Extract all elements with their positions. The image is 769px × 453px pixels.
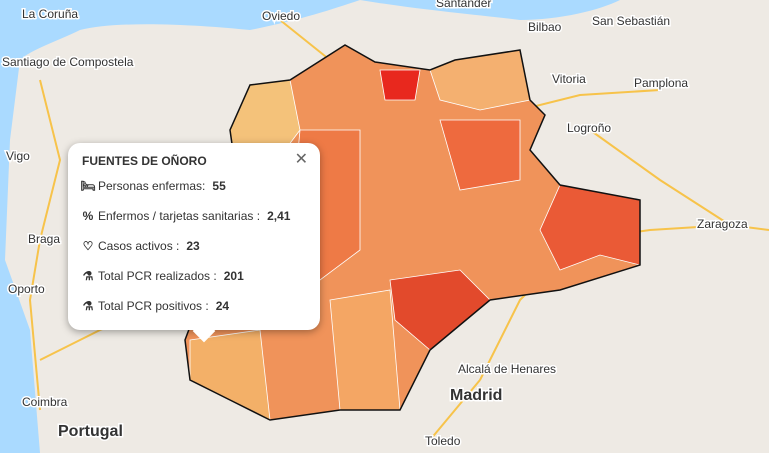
info-row: ♡ Casos activos : 23 [82, 239, 200, 253]
place-label: Portugal [58, 423, 123, 440]
row-value: 24 [215, 299, 230, 313]
row-icon: ⚗ [82, 299, 94, 313]
place-label: Bilbao [528, 20, 562, 34]
place-label: Vigo [6, 149, 30, 163]
info-popup: FUENTES DE OÑORO ✕ 🛏 Personas enfermas: 55… [68, 143, 320, 343]
row-icon: ♡ [82, 239, 94, 253]
place-label: San Sebastián [592, 14, 670, 28]
place-label: Vitoria [552, 72, 586, 86]
popup-title: FUENTES DE OÑORO [82, 154, 207, 168]
place-label: Santiago de Compostela [2, 55, 134, 69]
info-row: % Enfermos / tarjetas sanitarias : 2,41 [82, 209, 291, 223]
row-icon: 🛏 [80, 179, 96, 193]
place-label: Coimbra [22, 395, 68, 409]
place-label: Zaragoza [697, 217, 748, 231]
row-icon: % [82, 209, 94, 223]
row-label: Total PCR realizados : [98, 269, 217, 283]
sea [360, 0, 620, 20]
region-border [184, 44, 641, 421]
row-label: Total PCR positivos : [98, 299, 209, 313]
row-value: 2,41 [267, 209, 291, 223]
place-label: Logroño [567, 121, 611, 135]
row-label: Casos activos : [98, 239, 180, 253]
place-label: La Coruña [22, 7, 78, 21]
place-label: Oporto [8, 282, 45, 296]
place-label: Alcalá de Henares [458, 362, 556, 376]
place-label: Toledo [425, 434, 461, 448]
row-value: 23 [186, 239, 200, 253]
close-button[interactable]: ✕ [294, 151, 308, 168]
info-row: 🛏 Personas enfermas: 55 [80, 179, 226, 193]
place-label: Oviedo [262, 9, 300, 23]
sea [0, 0, 360, 453]
info-row: ⚗ Total PCR positivos : 24 [82, 299, 229, 313]
place-label: Santander [436, 0, 491, 10]
row-label: Personas enfermas: [98, 179, 206, 193]
place-label: Braga [28, 232, 60, 246]
row-icon: ⚗ [82, 269, 94, 283]
row-value: 55 [212, 179, 226, 193]
place-label: Madrid [450, 387, 502, 404]
row-label: Enfermos / tarjetas sanitarias : [98, 209, 261, 223]
place-labels: La Coruña Oviedo Santander Bilbao San Sebast… [1, 0, 750, 450]
row-value: 201 [223, 269, 244, 283]
place-label: Pamplona [634, 76, 688, 90]
info-row: ⚗ Total PCR realizados : 201 [82, 269, 244, 283]
